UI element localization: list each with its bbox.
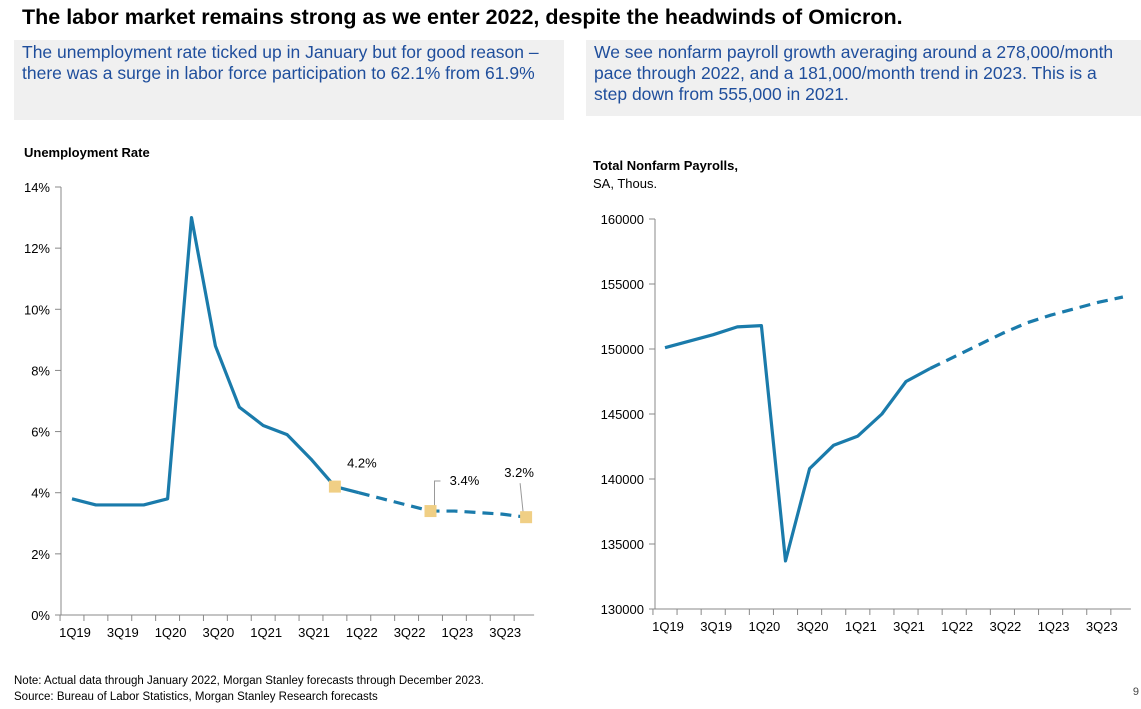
unemployment-series-forecast [358,491,527,519]
unemployment-x-tick-label: 1Q21 [250,625,282,640]
payrolls-x-tick-label: 1Q21 [845,619,877,634]
payrolls-y-tick-label: 140000 [601,472,644,487]
unemployment-y-tick-label: 10% [24,302,50,317]
unemployment-x-tick-label: 3Q20 [202,625,234,640]
unemployment-y-tick-label: 12% [24,241,50,256]
payrolls-x-tick-label: 1Q22 [941,619,973,634]
payrolls-y-tick-label: 150000 [601,342,644,357]
payrolls-x-tick-label: 1Q23 [1038,619,1070,634]
unemployment-x-tick-label: 3Q22 [394,625,426,640]
unemployment-y-tick-label: 0% [31,608,50,623]
unemployment-y-tick-label: 14% [24,180,50,195]
unemployment-x-tick-label: 1Q22 [346,625,378,640]
unemployment-annotation-label: 3.4% [450,473,480,488]
unemployment-x-tick-label: 1Q23 [441,625,473,640]
payrolls-series-forecast [929,295,1124,370]
unemployment-x-tick-label: 3Q19 [107,625,139,640]
unemployment-annotation-marker [520,511,533,524]
unemployment-x-tick-label: 3Q23 [489,625,521,640]
payrolls-y-tick-label: 130000 [601,602,644,617]
payrolls-y-tick-label: 135000 [601,537,644,552]
payrolls-y-tick-label: 155000 [601,277,644,292]
payrolls-x-tick-label: 3Q23 [1086,619,1118,634]
unemployment-y-tick-label: 4% [31,486,50,501]
payrolls-x-tick-label: 3Q21 [893,619,925,634]
unemployment-annotation-leader [434,480,441,507]
payrolls-x-tick-label: 3Q19 [700,619,732,634]
unemployment-x-tick-label: 1Q19 [59,625,91,640]
unemployment-y-tick-label: 6% [31,425,50,440]
unemployment-x-tick-label: 3Q21 [298,625,330,640]
unemployment-annotation-label: 4.2% [347,456,377,471]
slide-title: The labor market remains strong as we en… [22,5,903,29]
unemployment-y-tick-label: 8% [31,363,50,378]
source-note: Source: Bureau of Labor Statistics, Morg… [14,691,378,703]
unemployment-annotation-label: 3.2% [504,465,534,480]
unemployment-annotation-leader [519,483,524,513]
payrolls-y-tick-label: 145000 [601,407,644,422]
callout-payrolls: We see nonfarm payroll growth averaging … [586,40,1141,116]
page-number: 9 [1132,686,1139,698]
unemployment-chart-title: Unemployment Rate [24,145,150,160]
unemployment-y-tick-label: 2% [31,547,50,562]
payrolls-chart-subtitle: SA, Thous. [593,176,658,191]
payrolls-x-tick-label: 1Q20 [748,619,780,634]
footnote: Note: Actual data through January 2022, … [14,675,484,687]
payrolls-series-actual [664,324,931,563]
unemployment-annotation-marker [424,505,437,518]
callout-unemployment: The unemployment rate ticked up in Janua… [14,40,564,120]
unemployment-x-tick-label: 1Q20 [155,625,187,640]
payrolls-x-tick-label: 1Q19 [652,619,684,634]
unemployment-series-actual [71,215,360,507]
payrolls-x-tick-label: 3Q22 [989,619,1021,634]
unemployment-annotation-marker [328,480,341,493]
payrolls-y-tick-label: 160000 [601,212,644,227]
payrolls-x-tick-label: 3Q20 [797,619,829,634]
payrolls-chart-title: Total Nonfarm Payrolls, [593,158,738,173]
